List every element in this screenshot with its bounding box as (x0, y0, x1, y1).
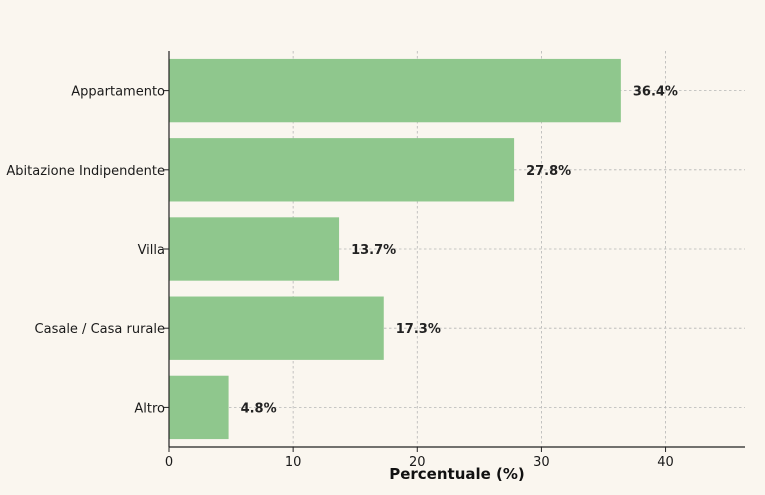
bars-group (169, 58, 621, 440)
value-label-0: 36.4% (633, 85, 678, 100)
category-label-2: Villa (138, 243, 165, 258)
bar-4 (169, 375, 229, 440)
x-tick-label-0: 0 (165, 455, 173, 470)
x-tick-label-3: 30 (533, 455, 550, 470)
value-label-2: 13.7% (351, 243, 396, 258)
x-tick-label-4: 40 (657, 455, 674, 470)
value-label-3: 17.3% (396, 322, 441, 337)
category-label-4: Altro (134, 401, 165, 416)
x-tick-label-2: 20 (409, 455, 426, 470)
category-label-3: Casale / Casa rurale (35, 322, 165, 337)
value-label-4: 4.8% (241, 401, 277, 416)
bar-1 (169, 138, 515, 202)
labels-group: 0 10 20 30 40 Appartamento 36.4% Abitazione Ind… (6, 85, 678, 470)
bar-0 (169, 58, 621, 123)
value-label-1: 27.8% (526, 164, 571, 179)
x-axis-title: Percentuale (%) (389, 465, 525, 483)
bar-3 (169, 296, 384, 360)
category-label-0: Appartamento (71, 85, 165, 100)
bar-2 (169, 217, 340, 281)
x-tick-label-1: 10 (285, 455, 302, 470)
category-label-1: Abitazione Indipendente (6, 164, 165, 179)
